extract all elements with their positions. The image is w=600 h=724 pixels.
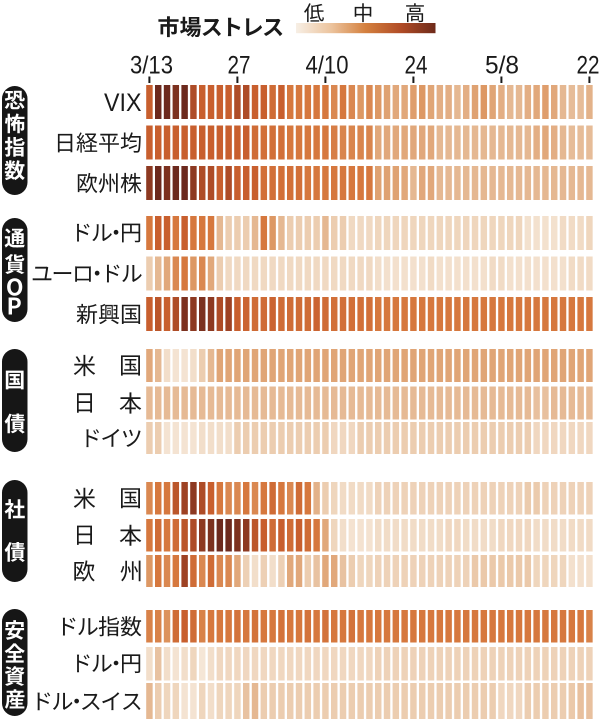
- svg-text:5/8: 5/8: [485, 52, 519, 80]
- svg-text:27: 27: [228, 52, 251, 80]
- svg-text:VIX: VIX: [104, 89, 142, 117]
- svg-text:4/10: 4/10: [306, 52, 349, 80]
- svg-text:3/13: 3/13: [130, 52, 173, 80]
- svg-text:24: 24: [405, 52, 428, 80]
- svg-text:22: 22: [577, 52, 600, 80]
